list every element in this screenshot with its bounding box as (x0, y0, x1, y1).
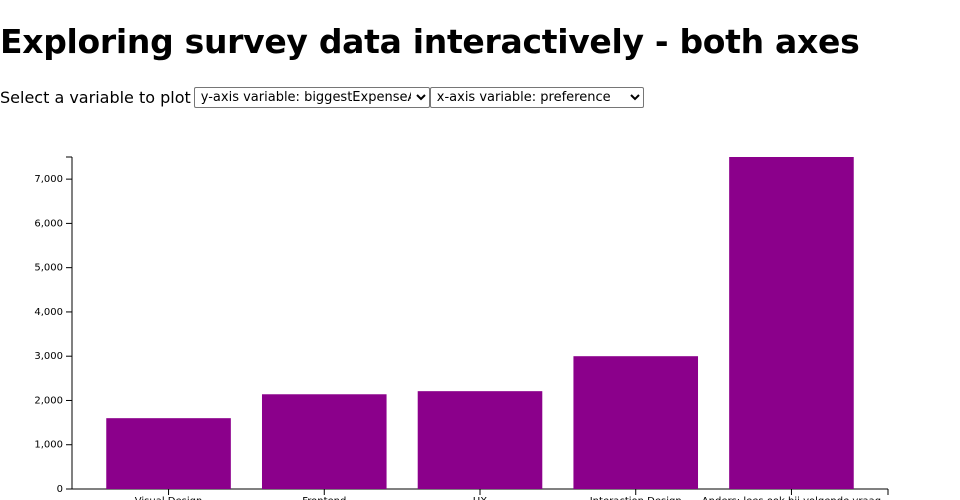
x-tick-label: Visual Design (135, 496, 203, 500)
select-label: Select a variable to plot (0, 88, 191, 107)
y-variable-select[interactable]: y-axis variable: biggestExpenseAvg (193, 87, 430, 108)
bar (261, 394, 387, 489)
bar (417, 391, 543, 489)
x-tick-label: Frontend (302, 496, 346, 500)
bar (729, 157, 854, 489)
y-tick-label: 4,000 (34, 307, 63, 318)
x-variable-select[interactable]: x-axis variable: preference (429, 87, 644, 108)
y-tick-label: 2,000 (34, 395, 63, 406)
page-title: Exploring survey data interactively - bo… (0, 22, 860, 61)
y-tick-label: 0 (57, 484, 63, 495)
y-tick-label: 7,000 (34, 174, 63, 185)
chart: 0 1,000 2,000 3,000 4,000 5,000 6,000 7,000 Visu… (34, 156, 889, 500)
bar (573, 356, 699, 489)
bar (106, 418, 231, 489)
y-tick-label: 5,000 (34, 263, 63, 274)
controls: Select a variable to plot y-axis variabl… (0, 87, 644, 108)
y-tick-label: 3,000 (34, 351, 63, 362)
y-tick-label: 1,000 (34, 440, 63, 451)
y-tick-label: 6,000 (34, 218, 63, 229)
x-tick-label: Interaction Design (590, 496, 682, 500)
x-tick-label: UX (473, 496, 487, 500)
x-tick-label: Anders: lees ook bij volgende vraag (702, 496, 881, 500)
